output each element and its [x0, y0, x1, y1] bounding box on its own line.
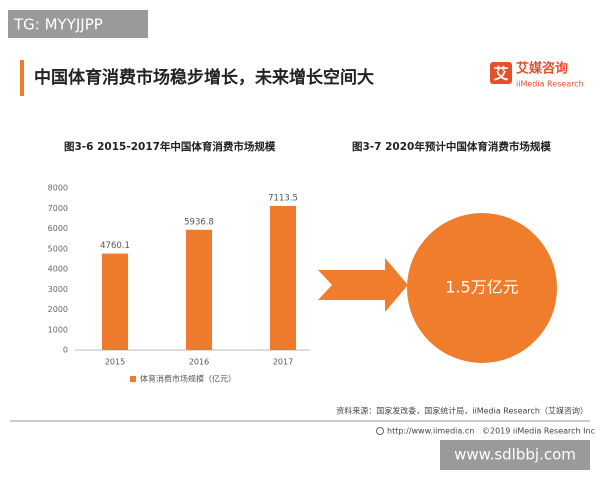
bar [186, 229, 212, 350]
y-tick-label: 2000 [48, 305, 68, 314]
source: 资料来源：国家发改委，国家统计局，iiMedia Research（艾媒咨询） [336, 406, 588, 416]
url: http://www.iimedia.cn [387, 427, 474, 436]
value-label: 5936.8 [184, 217, 214, 227]
watermark-box [8, 10, 148, 38]
bar [270, 205, 296, 350]
x-tick-label: 2016 [189, 358, 209, 367]
logo-sub: iiMedia Research [516, 80, 584, 89]
logo-name: 艾媒咨询 [516, 61, 568, 77]
watermark-box [440, 440, 590, 470]
legend-label: 体育消费市场规模（亿元） [140, 374, 236, 384]
logo-square [490, 62, 512, 84]
legend-swatch [130, 376, 136, 382]
watermark: www.sdlbbj.com [454, 446, 576, 464]
logo-mark: 艾 [493, 65, 508, 83]
watermark: TG: MYYJJPP [13, 16, 103, 34]
chart-title: 图3-6 2015-2017年中国体育消费市场规模 [64, 140, 276, 153]
arrow [318, 258, 408, 312]
y-tick-label: 3000 [48, 285, 68, 294]
y-tick-label: 1000 [48, 325, 68, 334]
y-tick-label: 7000 [48, 204, 68, 213]
bar [102, 253, 128, 350]
link-icon [376, 427, 384, 435]
slide-title: 中国体育消费市场稳步增长，未来增长空间大 [34, 67, 374, 88]
y-tick-label: 6000 [48, 224, 68, 233]
x-tick-label: 2015 [105, 358, 125, 367]
forecast-label: 1.5万亿元 [445, 278, 518, 297]
y-tick-label: 8000 [48, 184, 68, 193]
forecast-title: 图3-7 2020年预计中国体育消费市场规模 [352, 140, 551, 153]
y-tick-label: 5000 [48, 244, 68, 253]
forecast-circle [407, 213, 557, 363]
y-tick-label: 0 [63, 346, 68, 355]
y-tick-label: 4000 [48, 265, 68, 274]
copyright: ©2019 iiMedia Research Inc [482, 427, 595, 436]
value-label: 7113.5 [268, 193, 298, 203]
title-accent [20, 60, 24, 96]
value-label: 4760.1 [100, 241, 130, 251]
x-tick-label: 2017 [273, 358, 293, 367]
